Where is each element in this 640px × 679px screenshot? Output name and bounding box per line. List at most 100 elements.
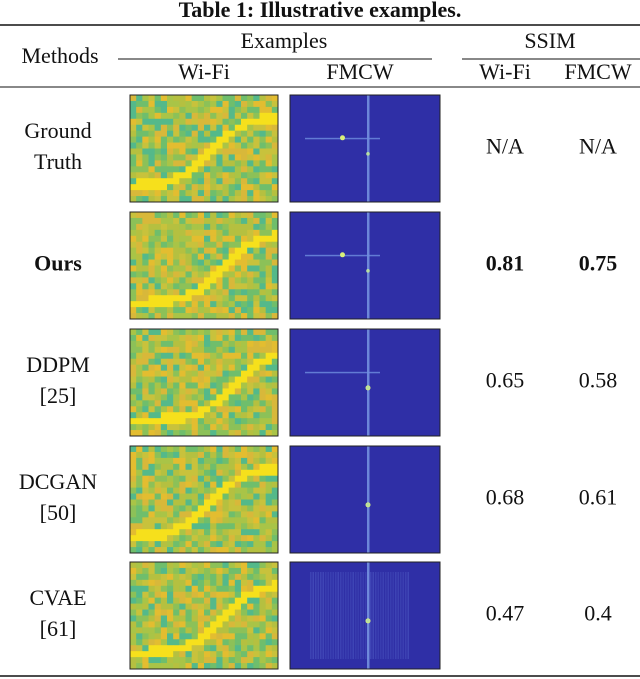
heat-cell: [247, 253, 254, 260]
heat-cell: [271, 579, 279, 587]
heat-cell: [222, 307, 230, 314]
spectrum-noise: [382, 572, 384, 659]
heat-cell: [265, 567, 273, 575]
heat-cell: [130, 370, 137, 377]
heat-cell: [148, 451, 156, 459]
heat-cell: [259, 247, 267, 255]
spectrum-peak: [366, 152, 370, 156]
heat-cell: [173, 603, 180, 610]
heat-cell: [130, 178, 137, 185]
heat-cell: [160, 547, 168, 554]
heat-cell: [179, 283, 186, 290]
heat-cell: [197, 217, 205, 225]
heat-cell: [247, 184, 254, 191]
heat-cell: [247, 615, 254, 622]
heat-cell: [234, 307, 242, 314]
heat-cell: [179, 475, 186, 483]
heat-cell: [160, 289, 168, 296]
heat-cell: [234, 190, 242, 197]
heat-cell: [247, 382, 254, 389]
heat-cell: [271, 517, 279, 524]
heat-cell: [241, 562, 248, 569]
heat-cell: [142, 154, 149, 161]
heat-cell: [265, 313, 273, 320]
heat-cell: [234, 136, 242, 143]
spectrum-noise: [337, 572, 339, 659]
heat-cell: [191, 241, 199, 249]
heat-cell: [130, 106, 137, 114]
heat-cell: [179, 95, 186, 102]
heat-cell: [234, 451, 242, 459]
heat-cell: [216, 247, 223, 255]
heat-cell: [204, 645, 211, 652]
heat-cell: [148, 615, 156, 622]
spectrum-noise: [407, 572, 409, 659]
heat-cell: [216, 346, 223, 354]
heat-cell: [271, 633, 279, 640]
heat-cell: [241, 388, 248, 395]
heat-cell: [265, 346, 273, 354]
method-name: [25]: [40, 383, 77, 408]
heat-cell: [142, 142, 149, 149]
heat-cell: [241, 313, 248, 320]
heat-cell: [259, 424, 267, 431]
heat-cell: [160, 124, 168, 132]
heat-cell: [154, 112, 162, 120]
heat-cell: [216, 352, 223, 360]
heat-cell: [247, 295, 254, 302]
heat-cell: [259, 346, 267, 354]
heat-cell: [130, 609, 137, 616]
heat-cell: [136, 529, 143, 536]
heat-cell: [197, 340, 205, 348]
heat-cell: [241, 382, 248, 389]
heat-cell: [222, 340, 230, 348]
heat-cell: [204, 547, 211, 554]
heat-cell: [234, 329, 242, 336]
heat-cell: [191, 603, 199, 610]
heat-cell: [228, 196, 236, 203]
heat-cell: [228, 645, 236, 652]
heat-cell: [253, 400, 260, 407]
heat-cell: [136, 493, 143, 500]
heat-cell: [185, 124, 193, 132]
heat-cell: [148, 511, 156, 518]
heat-cell: [247, 130, 254, 138]
heat-cell: [216, 364, 223, 372]
heat-cell: [259, 277, 267, 284]
heat-cell: [136, 424, 143, 431]
heat-cell: [136, 136, 143, 143]
heat-cell: [148, 651, 156, 658]
heat-cell: [160, 400, 168, 407]
table-title: Table 1: Illustrative examples.: [179, 0, 462, 22]
heat-cell: [241, 457, 248, 465]
heat-cell: [259, 184, 267, 191]
heat-cell: [247, 535, 254, 542]
heat-cell: [247, 591, 254, 599]
heat-cell: [210, 499, 217, 506]
heat-cell: [191, 529, 199, 536]
heat-cell: [234, 376, 242, 383]
heat-cell: [179, 301, 186, 308]
heat-cell: [222, 265, 230, 272]
heat-cell: [148, 358, 156, 366]
heat-cell: [222, 523, 230, 530]
heat-cell: [253, 212, 260, 219]
heat-cell: [259, 493, 267, 500]
heat-cell: [222, 253, 230, 260]
fmcw-spectrum: [289, 211, 441, 320]
heat-cell: [265, 283, 273, 290]
heat-cell: [136, 289, 143, 296]
heat-cell: [130, 352, 137, 360]
heat-cell: [210, 130, 217, 138]
heat-cell: [173, 651, 180, 658]
heat-cell: [271, 412, 279, 419]
heat-cell: [234, 346, 242, 354]
heat-cell: [228, 352, 236, 360]
heat-cell: [148, 106, 156, 114]
heat-cell: [222, 579, 230, 587]
heat-cell: [234, 430, 242, 437]
heat-cell: [191, 148, 199, 155]
heat-cell: [160, 271, 168, 278]
heat-cell: [179, 463, 186, 471]
heat-cell: [191, 301, 199, 308]
